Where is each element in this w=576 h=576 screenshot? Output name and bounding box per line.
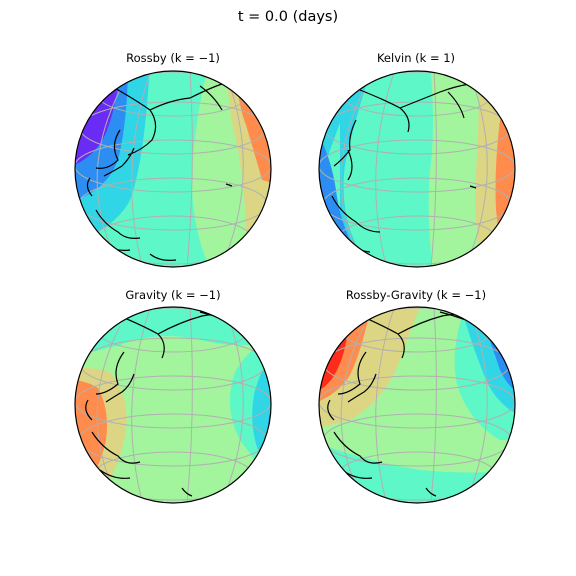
field-rossby	[75, 71, 271, 267]
field-kelvin	[319, 71, 515, 267]
panel-title-rossby: Rossby (k = −1)	[126, 51, 220, 65]
panel-title-kelvin: Kelvin (k = 1)	[376, 51, 456, 65]
globe-rossby-gravity	[318, 306, 516, 504]
panel-title-gravity: Gravity (k = −1)	[125, 288, 221, 302]
field-rossby-gravity	[319, 307, 515, 503]
globe-rossby	[74, 70, 272, 268]
panel-title-rossby-gravity: Rossby-Gravity (k = −1)	[345, 288, 487, 302]
globe-kelvin	[318, 70, 516, 268]
field-gravity	[75, 307, 271, 503]
figure-title: t = 0.0 (days)	[237, 9, 339, 25]
globe-outline-kelvin	[318, 70, 516, 268]
coastlines-kelvin	[331, 83, 477, 253]
globe-gravity	[74, 306, 272, 504]
globe-outline-gravity	[74, 306, 272, 504]
globe-outline-rossby-gravity	[318, 306, 516, 504]
coastlines-rossby	[86, 79, 233, 261]
globe-outline-rossby	[74, 70, 272, 268]
coastlines-rossby-gravity	[327, 311, 509, 497]
